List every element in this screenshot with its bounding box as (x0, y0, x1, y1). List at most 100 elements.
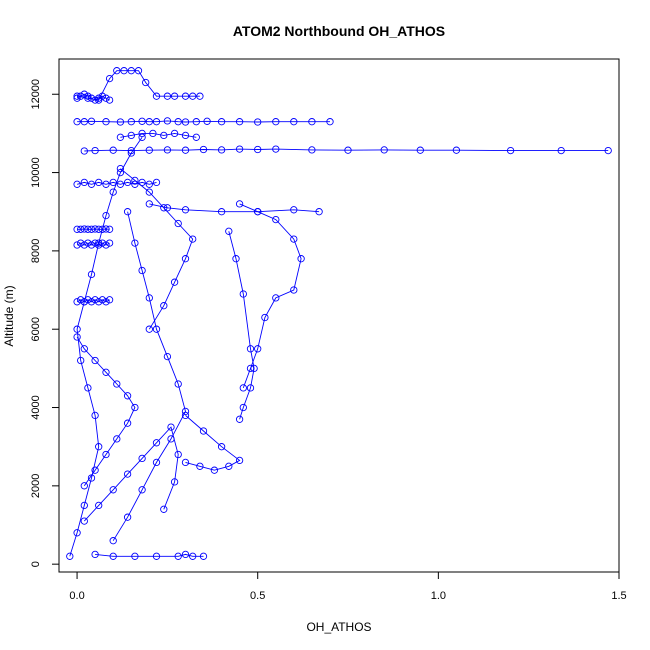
data-point (102, 450, 110, 459)
series-11 (225, 227, 258, 423)
data-point (87, 241, 96, 249)
data-point (290, 206, 298, 214)
data-point (73, 225, 81, 233)
y-axis: 0 2000 4000 6000 8000 10000 12000 (30, 79, 60, 567)
series-line (120, 168, 194, 330)
data-point (116, 118, 125, 126)
data-point (102, 211, 110, 220)
data-point (604, 146, 612, 155)
data-point (91, 296, 99, 304)
data-point (134, 67, 143, 75)
data-point (217, 118, 226, 126)
data-point (217, 443, 226, 451)
data-point (113, 67, 121, 75)
data-point (105, 96, 114, 104)
data-point (116, 133, 125, 141)
data-point (181, 146, 190, 154)
data-point (138, 133, 146, 141)
data-point (272, 118, 280, 126)
data-point (174, 450, 182, 459)
data-point (290, 286, 298, 294)
data-point (290, 118, 298, 126)
series-10 (145, 200, 323, 216)
data-point (160, 204, 168, 212)
series-line (69, 137, 143, 557)
data-point (145, 294, 153, 302)
data-point (138, 129, 146, 138)
data-point (138, 266, 146, 275)
x-tick-label: 0.5 (250, 590, 265, 602)
x-tick-label: 1.5 (611, 590, 626, 602)
data-point (138, 178, 146, 187)
data-point (102, 368, 110, 376)
data-point (145, 180, 153, 188)
data-point (196, 462, 204, 470)
data-point (145, 146, 153, 154)
data-point (174, 552, 182, 560)
data-point (116, 180, 125, 188)
data-point (120, 67, 128, 75)
series-line (76, 299, 110, 303)
data-point (80, 345, 88, 353)
data-point (181, 411, 190, 420)
y-tick-label: 2000 (30, 474, 42, 498)
data-point (315, 208, 323, 216)
y-tick-label: 0 (30, 561, 42, 567)
data-point (127, 149, 135, 157)
data-point (73, 333, 81, 341)
data-point (272, 145, 280, 153)
data-point (152, 458, 161, 467)
x-axis-label: OH_ATHOS (306, 620, 371, 634)
chart-title: ATOM2 Northbound OH_ATHOS (233, 23, 445, 39)
data-point (181, 206, 190, 214)
data-point (152, 178, 161, 187)
data-point (145, 325, 153, 333)
data-point (163, 146, 172, 154)
data-point (80, 225, 88, 233)
data-point (95, 298, 103, 306)
data-point (170, 478, 179, 486)
data-point (131, 403, 139, 412)
data-point (87, 117, 96, 125)
data-point (246, 345, 255, 353)
data-point (254, 118, 262, 126)
series-line (112, 211, 186, 541)
data-point (102, 94, 110, 102)
data-point (84, 384, 92, 392)
y-tick-label: 12000 (30, 79, 42, 110)
data-point (452, 146, 461, 154)
data-point (77, 356, 85, 365)
data-point (73, 118, 81, 126)
data-point (87, 298, 96, 306)
data-point (308, 146, 316, 154)
data-point (98, 92, 107, 100)
series-1 (80, 145, 612, 155)
y-tick-label: 4000 (30, 395, 42, 419)
series-13 (66, 133, 146, 560)
data-point (181, 118, 190, 126)
data-point (73, 241, 81, 249)
series-line (77, 70, 200, 101)
data-point (98, 296, 107, 304)
data-point (95, 443, 103, 451)
series-18 (73, 333, 139, 490)
data-point (98, 239, 107, 247)
data-point (145, 188, 153, 196)
data-point (91, 96, 99, 104)
data-point (145, 118, 153, 126)
data-point (149, 129, 157, 138)
data-point (344, 146, 352, 154)
data-point (80, 482, 88, 490)
series-12 (91, 550, 208, 560)
data-point (98, 225, 107, 233)
plot-frame (58, 58, 620, 573)
y-axis-label: Altitude (m) (2, 285, 16, 346)
data-point (95, 178, 103, 187)
series-7 (73, 296, 114, 306)
data-point (557, 146, 565, 155)
data-point (87, 180, 96, 188)
data-point (170, 92, 179, 100)
data-point (308, 118, 316, 126)
data-point (192, 133, 200, 141)
data-point (235, 145, 244, 153)
